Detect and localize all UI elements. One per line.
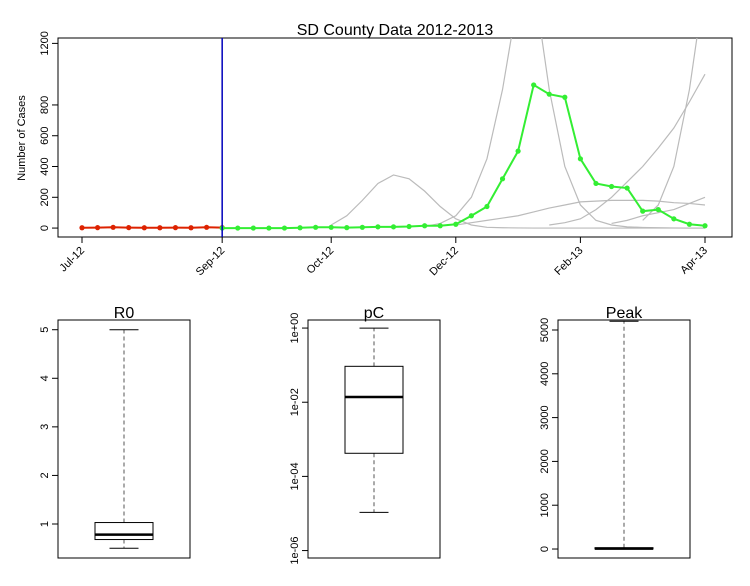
point	[406, 223, 412, 230]
chart-title: Peak	[606, 305, 643, 322]
point	[157, 225, 163, 231]
point	[562, 94, 568, 100]
y-tick-label: 5000	[539, 318, 551, 342]
y-tick-label: 1200	[39, 31, 51, 55]
point	[390, 224, 397, 230]
point	[686, 221, 693, 227]
point	[422, 223, 428, 229]
chart-title: SD County Data 2012-2013	[297, 22, 494, 39]
point	[608, 183, 615, 190]
plot-frame	[57, 37, 733, 238]
y-tick-label: 1e-06	[289, 536, 301, 564]
y-tick-label: 2000	[539, 449, 551, 473]
y-tick-label: 4000	[539, 362, 551, 386]
point	[671, 216, 677, 222]
plot-frame	[57, 319, 191, 559]
point	[313, 224, 319, 230]
x-tick-label: Oct-12	[304, 245, 336, 277]
x-tick-label: Dec-12	[427, 245, 461, 279]
point	[79, 225, 85, 231]
chart-title: R0	[114, 305, 135, 322]
point	[266, 225, 272, 231]
series-line	[611, 196, 706, 225]
point	[515, 148, 521, 154]
y-tick-label: 800	[39, 96, 51, 114]
point	[531, 82, 537, 88]
y-tick-label: 1e+00	[289, 313, 301, 344]
point	[624, 185, 630, 191]
y-tick-label: 4	[39, 375, 51, 381]
series-line	[455, 199, 706, 226]
point	[141, 225, 147, 231]
series-line	[549, 73, 706, 226]
y-tick-label: 0	[39, 225, 51, 231]
point	[359, 224, 365, 230]
y-axis-label: Number of Cases	[16, 95, 28, 181]
x-tick-label: Jul-12	[57, 245, 87, 275]
x-tick-label: Sep-12	[194, 245, 228, 279]
point	[328, 224, 334, 230]
point	[593, 180, 599, 187]
point	[250, 225, 256, 231]
point	[468, 213, 474, 219]
series-line	[541, 38, 705, 229]
y-tick-label: 600	[39, 127, 51, 145]
y-tick-label: 3	[39, 424, 51, 430]
y-tick-label: 400	[39, 157, 51, 175]
y-tick-label: 5	[39, 327, 51, 333]
point	[94, 225, 101, 231]
point	[702, 223, 708, 229]
y-tick-label: 1e-02	[289, 388, 301, 416]
point	[655, 207, 661, 213]
point	[499, 176, 506, 182]
y-tick-label: 1e-04	[289, 462, 301, 490]
plot-area	[79, 38, 708, 231]
point	[640, 208, 646, 214]
plot-frame	[557, 319, 691, 559]
point	[281, 225, 288, 231]
point	[188, 225, 194, 231]
y-tick-label: 3000	[539, 405, 551, 429]
point	[110, 224, 116, 230]
point	[172, 225, 179, 231]
point	[546, 91, 552, 97]
point	[484, 203, 490, 210]
y-tick-label: 200	[39, 188, 51, 206]
box	[344, 365, 404, 454]
point	[453, 221, 459, 227]
point	[297, 225, 303, 231]
point	[577, 156, 584, 162]
y-tick-label: 1000	[539, 493, 551, 517]
series-line	[330, 174, 705, 229]
y-tick-label: 2	[39, 472, 51, 478]
plot-frame	[307, 319, 441, 559]
chart-title: pC	[364, 305, 384, 322]
point	[204, 224, 210, 230]
box	[94, 522, 154, 541]
point	[344, 225, 350, 231]
point	[437, 223, 443, 229]
x-tick-label: Apr-13	[678, 245, 710, 277]
y-tick-label: 0	[539, 546, 551, 552]
series-line	[642, 38, 698, 221]
x-tick-label: Feb-13	[552, 245, 585, 278]
point	[375, 224, 381, 230]
point	[126, 225, 132, 231]
y-tick-label: 1	[39, 521, 51, 527]
point	[235, 225, 241, 231]
